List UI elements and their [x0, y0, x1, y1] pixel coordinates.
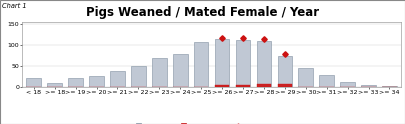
Bar	[382, 86, 397, 87]
Bar	[47, 83, 62, 87]
Bar	[320, 75, 334, 87]
Bar	[236, 85, 250, 87]
Bar	[215, 39, 229, 87]
Text: Pigs Weaned / Mated Female / Year: Pigs Weaned / Mated Female / Year	[86, 6, 319, 19]
Bar	[298, 68, 313, 87]
Bar	[277, 56, 292, 87]
Bar	[26, 78, 41, 87]
Bar	[68, 78, 83, 87]
Bar	[277, 84, 292, 87]
Bar	[173, 54, 188, 87]
Text: Chart 1: Chart 1	[2, 3, 27, 9]
Bar	[110, 71, 125, 87]
Bar	[131, 66, 146, 87]
Bar	[361, 85, 376, 87]
Bar	[152, 58, 166, 87]
Bar	[257, 41, 271, 87]
Bar	[89, 76, 104, 87]
Bar	[340, 82, 355, 87]
Bar	[236, 40, 250, 87]
Bar	[215, 85, 229, 87]
Bar	[257, 84, 271, 87]
Bar	[194, 42, 209, 87]
